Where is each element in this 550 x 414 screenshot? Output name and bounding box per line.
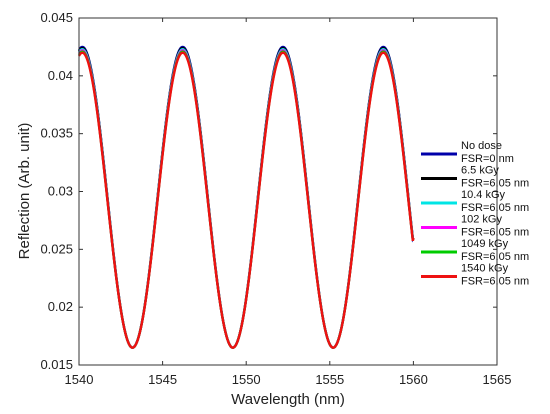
y-tick-label: 0.03 <box>48 184 73 199</box>
legend-label: 10.4 kGy <box>461 189 506 201</box>
legend-label: 1540 kGy <box>461 263 509 275</box>
legend-sublabel: FSR=6.05 nm <box>461 202 529 214</box>
legend-sublabel: FSR=0 nm <box>461 153 514 165</box>
y-axis-label: Reflection (Arb. unit) <box>16 123 33 260</box>
legend-label: 1049 kGy <box>461 238 509 250</box>
axis-ticks: 1540 1545 1550 1555 1560 1565 0.015 0.02 0.025 0.… <box>40 10 511 387</box>
y-tick-label: 0.04 <box>48 68 73 83</box>
y-tick-label: 0.02 <box>48 299 73 314</box>
x-tick-label: 1550 <box>232 372 261 387</box>
x-tick-label: 1545 <box>148 372 177 387</box>
x-tick-label: 1555 <box>315 372 344 387</box>
y-tick-label: 0.025 <box>40 241 73 256</box>
x-axis-label: Wavelength (nm) <box>231 391 345 408</box>
legend-label: 102 kGy <box>461 214 502 226</box>
series-line-5 <box>77 51 415 349</box>
y-tick-label: 0.035 <box>40 126 73 141</box>
legend-sublabel: FSR=6.05 nm <box>461 178 529 190</box>
axes-box <box>78 17 498 366</box>
x-tick-label: 1565 <box>483 372 512 387</box>
legend-label: 6.5 kGy <box>461 165 499 177</box>
x-tick-label: 1560 <box>399 372 428 387</box>
x-tick-label: 1540 <box>65 372 94 387</box>
legend-label: No dose <box>461 140 502 152</box>
legend-sublabel: FSR=6.05 nm <box>461 227 529 239</box>
y-tick-label: 0.015 <box>40 357 73 372</box>
legend-sublabel: FSR=6.05 nm <box>461 276 529 288</box>
y-tick-label: 0.045 <box>40 10 73 25</box>
plot-lines <box>77 45 415 349</box>
legend-sublabel: FSR=6.05 nm <box>461 251 529 263</box>
